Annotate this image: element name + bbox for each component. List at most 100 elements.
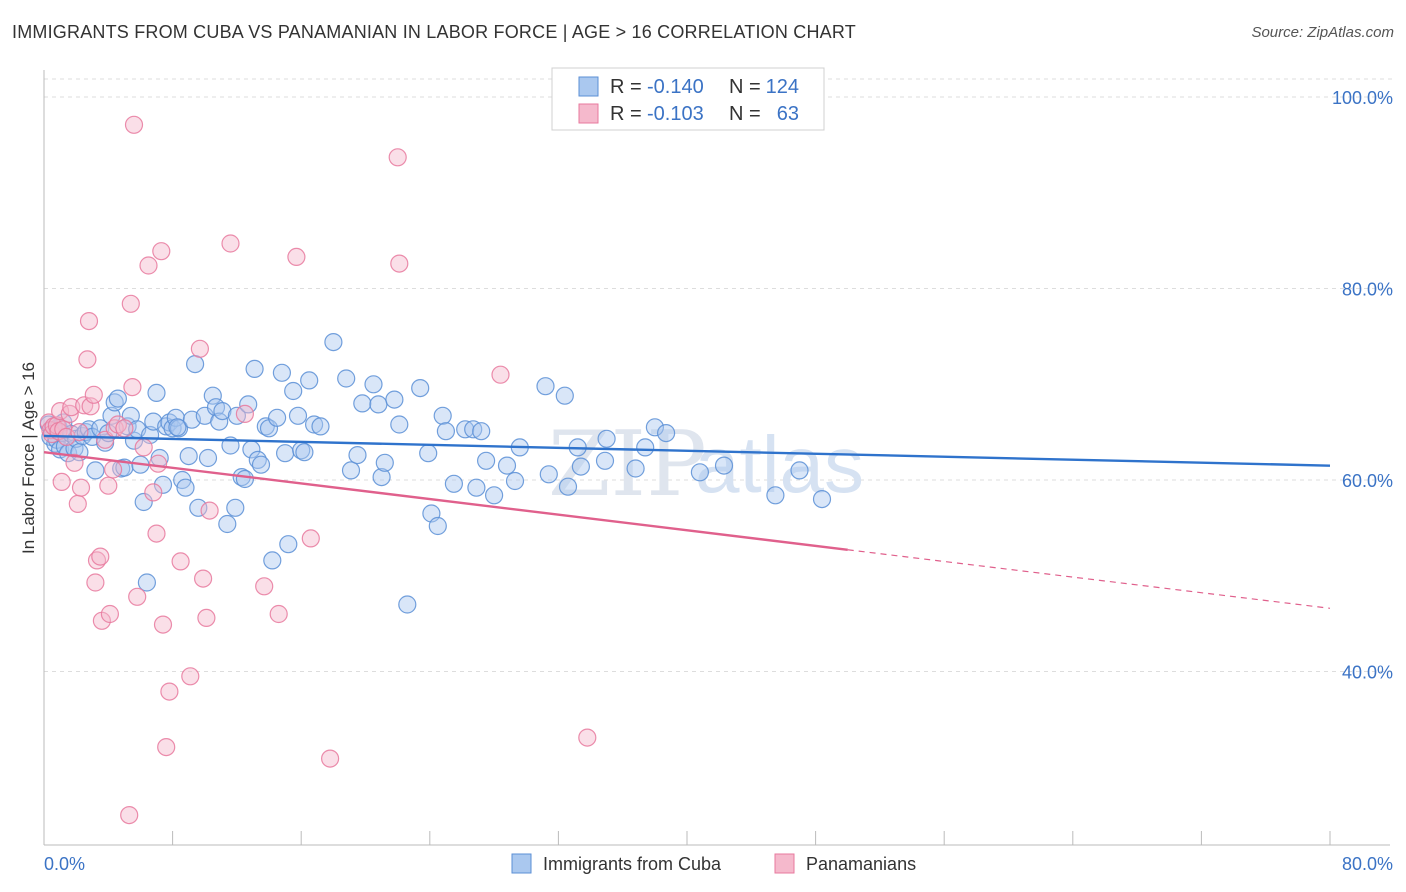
stats-swatch-cuba <box>578 76 599 97</box>
point-cuba <box>398 595 417 614</box>
point-cuba <box>284 381 303 401</box>
point-cuba <box>288 406 308 425</box>
point-panamanian <box>86 573 105 592</box>
point-panamanian <box>79 312 99 331</box>
point-cuba <box>369 395 388 414</box>
point-cuba <box>348 446 367 465</box>
point-cuba <box>210 412 229 431</box>
point-panamanian <box>65 453 84 472</box>
trend-line-panamanian-dashed <box>847 549 1331 609</box>
point-cuba <box>505 471 525 491</box>
point-panamanian <box>134 438 153 457</box>
point-cuba <box>263 551 282 570</box>
point-cuba <box>766 486 785 505</box>
point-cuba <box>137 573 156 592</box>
point-cuba <box>268 408 287 427</box>
point-cuba <box>597 429 616 448</box>
point-cuba <box>248 450 267 469</box>
point-panamanian <box>301 529 320 548</box>
stats-n-label-panama: N = <box>729 103 761 125</box>
point-panamanian <box>388 148 407 167</box>
point-cuba <box>186 355 205 374</box>
point-panamanian <box>91 547 110 566</box>
point-panamanian <box>157 737 176 757</box>
point-cuba <box>485 486 504 505</box>
point-panamanian <box>100 604 120 624</box>
point-cuba <box>198 448 218 468</box>
y-tick-label: 60.0% <box>1342 471 1393 491</box>
point-cuba <box>134 492 153 512</box>
point-cuba <box>324 333 343 352</box>
point-cuba <box>235 469 254 489</box>
point-cuba <box>656 424 676 443</box>
point-panamanian <box>194 569 213 588</box>
point-cuba <box>375 453 394 472</box>
point-cuba <box>189 498 208 517</box>
point-cuba <box>411 379 430 398</box>
point-panamanian <box>115 419 134 438</box>
watermark-zip: ZIP <box>548 412 707 517</box>
y-tick-label: 40.0% <box>1342 663 1393 683</box>
point-cuba <box>166 408 185 427</box>
point-panamanian <box>287 247 306 266</box>
point-cuba <box>558 477 578 496</box>
stats-n-value-panama: 63 <box>777 103 799 125</box>
point-cuba <box>153 475 173 494</box>
point-panamanian <box>152 242 171 261</box>
chart-title: IMMIGRANTS FROM CUBA VS PANAMANIAN IN LA… <box>12 22 856 42</box>
point-cuba <box>279 535 298 554</box>
point-panamanian <box>160 682 179 701</box>
x-ticks <box>43 831 1331 845</box>
point-cuba <box>272 363 291 382</box>
point-cuba <box>86 461 105 480</box>
legend-swatch-cuba <box>511 853 532 874</box>
point-cuba <box>626 459 645 478</box>
point-cuba <box>124 431 144 450</box>
point-cuba <box>390 415 409 434</box>
stats-r-label-cuba: R = <box>610 76 642 98</box>
stats-r-label-panama: R = <box>610 103 642 125</box>
point-cuba <box>536 377 555 396</box>
point-cuba <box>419 444 438 463</box>
point-cuba <box>497 456 517 475</box>
point-panamanian <box>171 552 190 571</box>
point-cuba <box>218 514 237 534</box>
axes <box>43 70 1390 846</box>
legend-label-cuba: Immigrants from Cuba <box>543 854 722 874</box>
stats-n-label-cuba: N = <box>729 76 761 98</box>
point-cuba <box>444 474 463 493</box>
point-cuba <box>245 359 264 378</box>
point-cuba <box>436 422 455 441</box>
point-panamanian <box>153 615 173 634</box>
point-panamanian <box>84 385 103 404</box>
point-panamanian <box>128 587 147 606</box>
legend-label-panama: Panamanians <box>806 854 916 874</box>
point-panamanian <box>491 365 510 384</box>
point-panamanian <box>578 728 597 747</box>
point-cuba <box>714 456 734 475</box>
x-tick-label-min: 0.0% <box>44 854 85 874</box>
point-cuba <box>251 455 271 474</box>
point-cuba <box>385 390 404 409</box>
point-cuba <box>595 451 615 470</box>
point-cuba <box>539 465 558 484</box>
point-cuba <box>203 386 222 405</box>
stats-swatch-panama <box>578 103 599 124</box>
point-panamanian <box>197 608 216 628</box>
point-cuba <box>372 468 391 487</box>
point-cuba <box>276 444 295 463</box>
point-panamanian <box>221 234 240 253</box>
bottom-legend: Immigrants from Cuba Panamanians <box>511 853 916 874</box>
point-panamanian <box>124 115 144 134</box>
point-panamanian <box>255 577 274 596</box>
trend-line-cuba <box>43 434 1331 467</box>
point-panamanian <box>147 524 166 543</box>
y-tick-label: 80.0% <box>1342 280 1393 300</box>
point-panamanian <box>181 667 200 686</box>
y-tick-labels: 40.0% 60.0% 80.0% 100.0% <box>1332 88 1393 683</box>
x-tick-label-max: 80.0% <box>1342 854 1393 874</box>
point-cuba <box>353 394 372 413</box>
point-cuba <box>295 443 314 462</box>
y-tick-label: 100.0% <box>1332 88 1393 108</box>
